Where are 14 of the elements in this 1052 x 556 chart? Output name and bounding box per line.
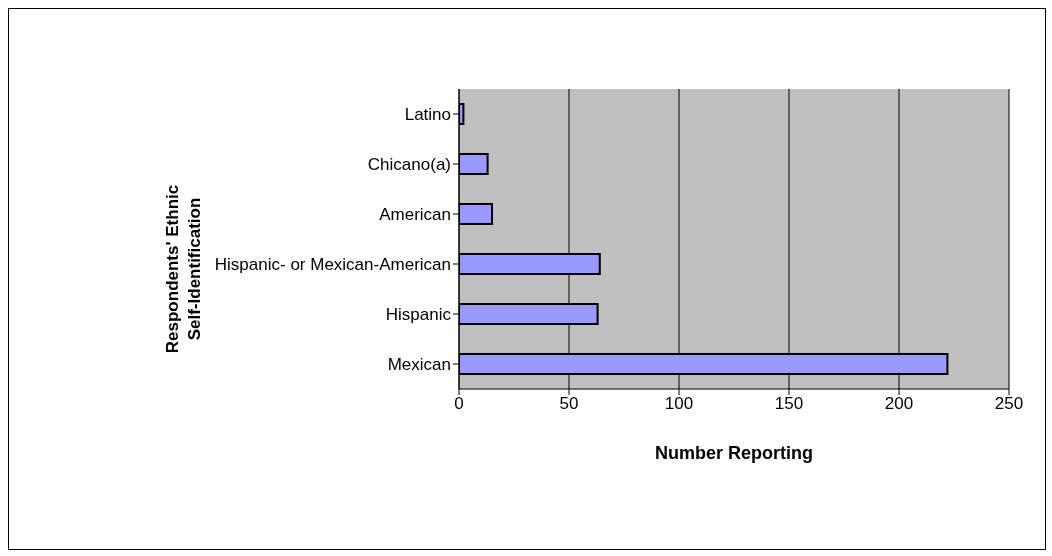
y-tick-label: Hispanic- or Mexican-American bbox=[214, 255, 451, 275]
x-tick-label: 50 bbox=[559, 394, 579, 414]
y-tick-label: American bbox=[379, 205, 451, 225]
x-tick-label: 0 bbox=[454, 394, 464, 414]
y-tick-label: Hispanic bbox=[385, 305, 452, 325]
x-axis-title: Number Reporting bbox=[654, 443, 814, 463]
x-tick-label: 150 bbox=[774, 394, 804, 414]
x-tick-label: 100 bbox=[664, 394, 694, 414]
y-tick-label: Latino bbox=[404, 105, 451, 125]
x-tick-label: 200 bbox=[884, 394, 914, 414]
x-tick-label: 250 bbox=[994, 394, 1024, 414]
y-axis-title: Respondents' Ethnic Self-Identification bbox=[162, 184, 205, 354]
y-tick-label: Chicano(a) bbox=[367, 155, 451, 175]
y-tick-label: Mexican bbox=[387, 355, 451, 375]
